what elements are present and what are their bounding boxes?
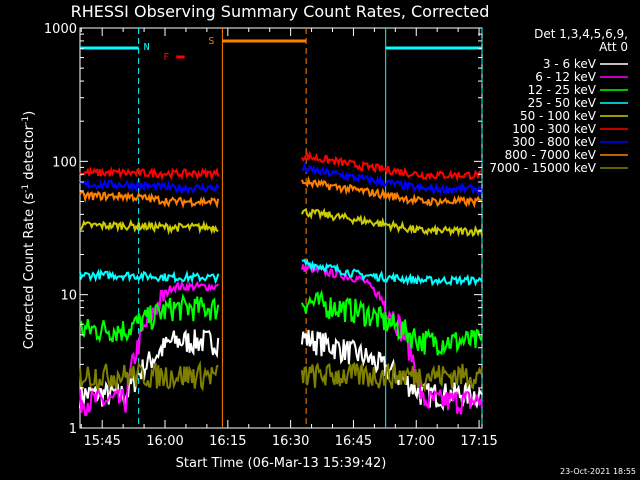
legend-label: 3 - 6 keV bbox=[543, 57, 597, 71]
x-tick-label: 16:45 bbox=[335, 434, 372, 449]
y-label-mid: detector bbox=[22, 124, 37, 184]
series-line-0 bbox=[79, 329, 483, 412]
x-tick-label: 16:00 bbox=[146, 434, 183, 449]
legend-label: 6 - 12 keV bbox=[535, 70, 597, 84]
x-tick-label: 17:15 bbox=[460, 434, 497, 449]
series-line-5 bbox=[79, 150, 482, 183]
series-line-3 bbox=[79, 258, 483, 287]
x-tick-label: 15:45 bbox=[83, 434, 120, 449]
legend-label: 7000 - 15000 keV bbox=[489, 161, 596, 175]
y-tick-label: 1000 bbox=[44, 22, 77, 37]
series-line-7 bbox=[79, 175, 483, 209]
night-flag-label: N bbox=[144, 42, 150, 53]
legend-label: 300 - 800 keV bbox=[512, 135, 596, 149]
series-line-2 bbox=[79, 289, 483, 356]
legend-label: 100 - 300 keV bbox=[512, 122, 596, 136]
legend-label: 12 - 25 keV bbox=[528, 83, 597, 97]
x-tick-label: 16:30 bbox=[272, 434, 309, 449]
y-tick-label: 100 bbox=[52, 155, 77, 170]
y-label-end: ) bbox=[22, 111, 37, 116]
y-label-sup2: -1 bbox=[21, 116, 31, 125]
flags-layer: N S F bbox=[80, 28, 483, 428]
x-axis-label: Start Time (06-Mar-13 15:39:42) bbox=[176, 456, 387, 471]
y-label-sup1: -1 bbox=[21, 184, 31, 193]
footer-timestamp: 23-Oct-2021 18:55 bbox=[560, 467, 636, 476]
series-line-4 bbox=[79, 207, 483, 238]
x-tick-label: 16:15 bbox=[209, 434, 246, 449]
legend-header-1: Det 1,3,4,5,6,9, bbox=[534, 27, 628, 41]
legend-label: 25 - 50 keV bbox=[528, 96, 597, 110]
x-tick-label: 17:00 bbox=[398, 434, 435, 449]
series-line-8 bbox=[79, 360, 483, 393]
legend-label: 800 - 7000 keV bbox=[505, 148, 597, 162]
legend-header-2: Att 0 bbox=[599, 40, 628, 54]
y-tick-label: 10 bbox=[60, 289, 77, 304]
chart-title: RHESSI Observing Summary Count Rates, Co… bbox=[71, 2, 490, 21]
y-tick-label: 1 bbox=[69, 422, 77, 437]
y-axis-label: Corrected Count Rate (s-1 detector-1) bbox=[21, 111, 37, 349]
series-line-6 bbox=[79, 161, 483, 198]
axis-ticks: 1 10 100 1000 15:45 16:00 16:15 16:30 16:45 17:00… bbox=[44, 22, 498, 449]
saa-flag-label: S bbox=[208, 36, 214, 47]
series-layer bbox=[79, 150, 483, 416]
series-line-1 bbox=[79, 262, 483, 416]
legend-label: 50 - 100 keV bbox=[520, 109, 597, 123]
y-label-main: Corrected Count Rate (s bbox=[22, 193, 37, 350]
flare-flag-label: F bbox=[163, 52, 169, 63]
